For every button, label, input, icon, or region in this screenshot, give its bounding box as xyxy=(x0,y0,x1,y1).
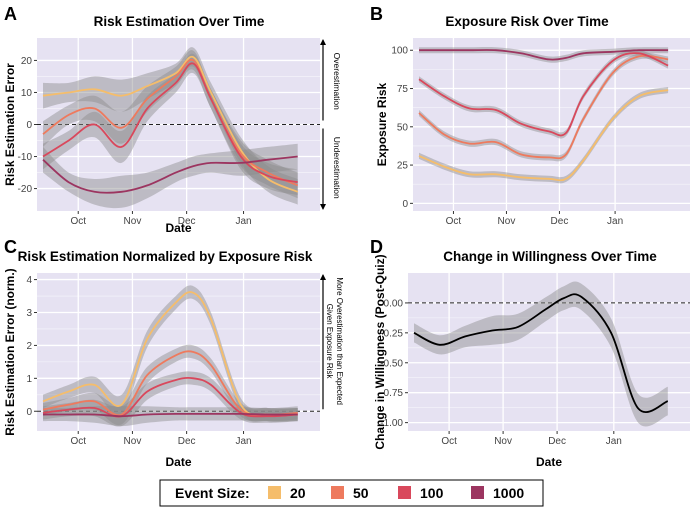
x-tick-label: Jan xyxy=(235,216,251,227)
chart-title: Risk Estimation Over Time xyxy=(94,14,265,29)
confidence-band-1000 xyxy=(43,406,298,427)
confidence-band-50 xyxy=(43,344,298,426)
panel-a-risk-estimation: Risk Estimation Over Time -20 -10 0 10 20 Oct N… xyxy=(3,14,342,235)
x-tick-label: Nov xyxy=(498,216,516,227)
confidence-band-change-in-willingness xyxy=(414,281,668,427)
x-tick-label: Dec xyxy=(178,436,196,447)
confidence-band-20 xyxy=(419,87,669,184)
x-tick-label: Dec xyxy=(551,216,569,227)
y-tick-label: -0.25 xyxy=(380,328,403,339)
x-tick-label: Jan xyxy=(235,436,251,447)
y-tick-label: 0 xyxy=(26,120,32,131)
y-tick-label: 2 xyxy=(26,341,32,352)
x-tick-label: Nov xyxy=(124,436,142,447)
series-line-100 xyxy=(418,52,669,137)
legend: Event Size: 20 50 100 1000 xyxy=(159,479,544,507)
y-tick-label: 100 xyxy=(391,46,408,57)
panel-b-exposure-risk: Exposure Risk Over Time 0 25 50 75 100 Oct Nov D… xyxy=(375,14,690,227)
panel-letter-c: C xyxy=(4,237,17,257)
series-line-20 xyxy=(42,291,298,417)
x-tick-label: Jan xyxy=(606,436,622,447)
plot-background xyxy=(408,273,690,431)
legend-swatch-50 xyxy=(331,486,344,499)
x-tick-label: Dec xyxy=(178,216,196,227)
plot-background xyxy=(413,38,690,211)
y-tick-label: 3 xyxy=(26,308,32,319)
series-line-20 xyxy=(418,89,669,182)
panel-d-willingness: Change in Willingness Over Time -1.00 -0.7… xyxy=(373,249,690,469)
panel-letter-d: D xyxy=(370,237,383,257)
arrow-head-up xyxy=(320,274,326,280)
legend-label-50: 50 xyxy=(353,485,369,501)
y-tick-label: -1.00 xyxy=(380,418,403,429)
y-tick-label: 10 xyxy=(21,88,33,99)
y-tick-label: 0 xyxy=(26,407,32,418)
x-tick-label: Oct xyxy=(441,436,457,447)
legend-label-1000: 1000 xyxy=(493,485,524,501)
x-tick-label: Oct xyxy=(70,436,86,447)
series-line-50 xyxy=(418,54,669,160)
x-tick-label: Nov xyxy=(494,436,512,447)
chart-title: Change in Willingness Over Time xyxy=(443,249,657,264)
series-line-change-in-willingness xyxy=(413,293,669,413)
confidence-band-20 xyxy=(43,47,298,205)
legend-swatch-1000 xyxy=(471,486,484,499)
legend-title: Event Size: xyxy=(175,485,250,501)
x-axis-label: Date xyxy=(165,455,191,469)
series-line-1000 xyxy=(418,49,669,61)
confidence-band-50 xyxy=(419,52,669,162)
panel-c-normalized-risk: Risk Estimation Normalized by Exposure R… xyxy=(3,249,344,469)
y-tick-label: -20 xyxy=(18,184,33,195)
underestimation-label: Underestimation xyxy=(332,137,342,199)
legend-label-100: 100 xyxy=(420,485,444,501)
x-axis-label: Date xyxy=(165,221,191,235)
y-axis-label: Risk Estimation Error xyxy=(3,63,17,186)
y-tick-label: -0.75 xyxy=(380,388,403,399)
legend-swatch-100 xyxy=(398,486,411,499)
y-tick-label: 25 xyxy=(397,161,409,172)
series-line-100 xyxy=(42,377,298,418)
x-tick-label: Nov xyxy=(124,216,142,227)
legend-label-20: 20 xyxy=(290,485,306,501)
series-line-1000 xyxy=(43,412,298,418)
x-axis-label: Date xyxy=(536,455,562,469)
arrow-head-up xyxy=(320,39,326,45)
y-tick-label: 20 xyxy=(21,56,33,67)
overestimation-label: Overestimation xyxy=(332,53,342,110)
y-tick-label: -10 xyxy=(18,152,33,163)
arrow-head-down xyxy=(320,204,326,210)
y-tick-label: 1 xyxy=(26,374,32,385)
y-axis-label: Risk Estimation Error (norm.) xyxy=(3,268,17,435)
y-axis-label: Exposure Risk xyxy=(375,82,389,166)
chart-title: Exposure Risk Over Time xyxy=(445,14,609,29)
y-tick-label: 75 xyxy=(397,84,409,95)
x-tick-label: Oct xyxy=(70,216,86,227)
legend-swatch-20 xyxy=(268,486,281,499)
x-tick-label: Dec xyxy=(548,436,566,447)
x-tick-label: Jan xyxy=(607,216,623,227)
x-tick-label: Oct xyxy=(446,216,462,227)
y-tick-label: 50 xyxy=(397,122,409,133)
y-tick-label: 0.00 xyxy=(384,298,404,309)
series-line-100 xyxy=(42,62,298,184)
y-tick-label: 0 xyxy=(402,199,408,210)
y-tick-label: -0.50 xyxy=(380,358,403,369)
more-overestimation-label: More Overestimation than ExpectedGiven E… xyxy=(325,277,344,405)
series-line-1000 xyxy=(42,155,298,194)
y-axis-label: Change in Willingness (Post-Quiz) xyxy=(373,254,387,449)
panel-letter-a: A xyxy=(4,4,17,24)
chart-title: Risk Estimation Normalized by Exposure R… xyxy=(18,249,313,264)
panel-letter-b: B xyxy=(370,4,383,24)
y-tick-label: 4 xyxy=(26,275,32,286)
